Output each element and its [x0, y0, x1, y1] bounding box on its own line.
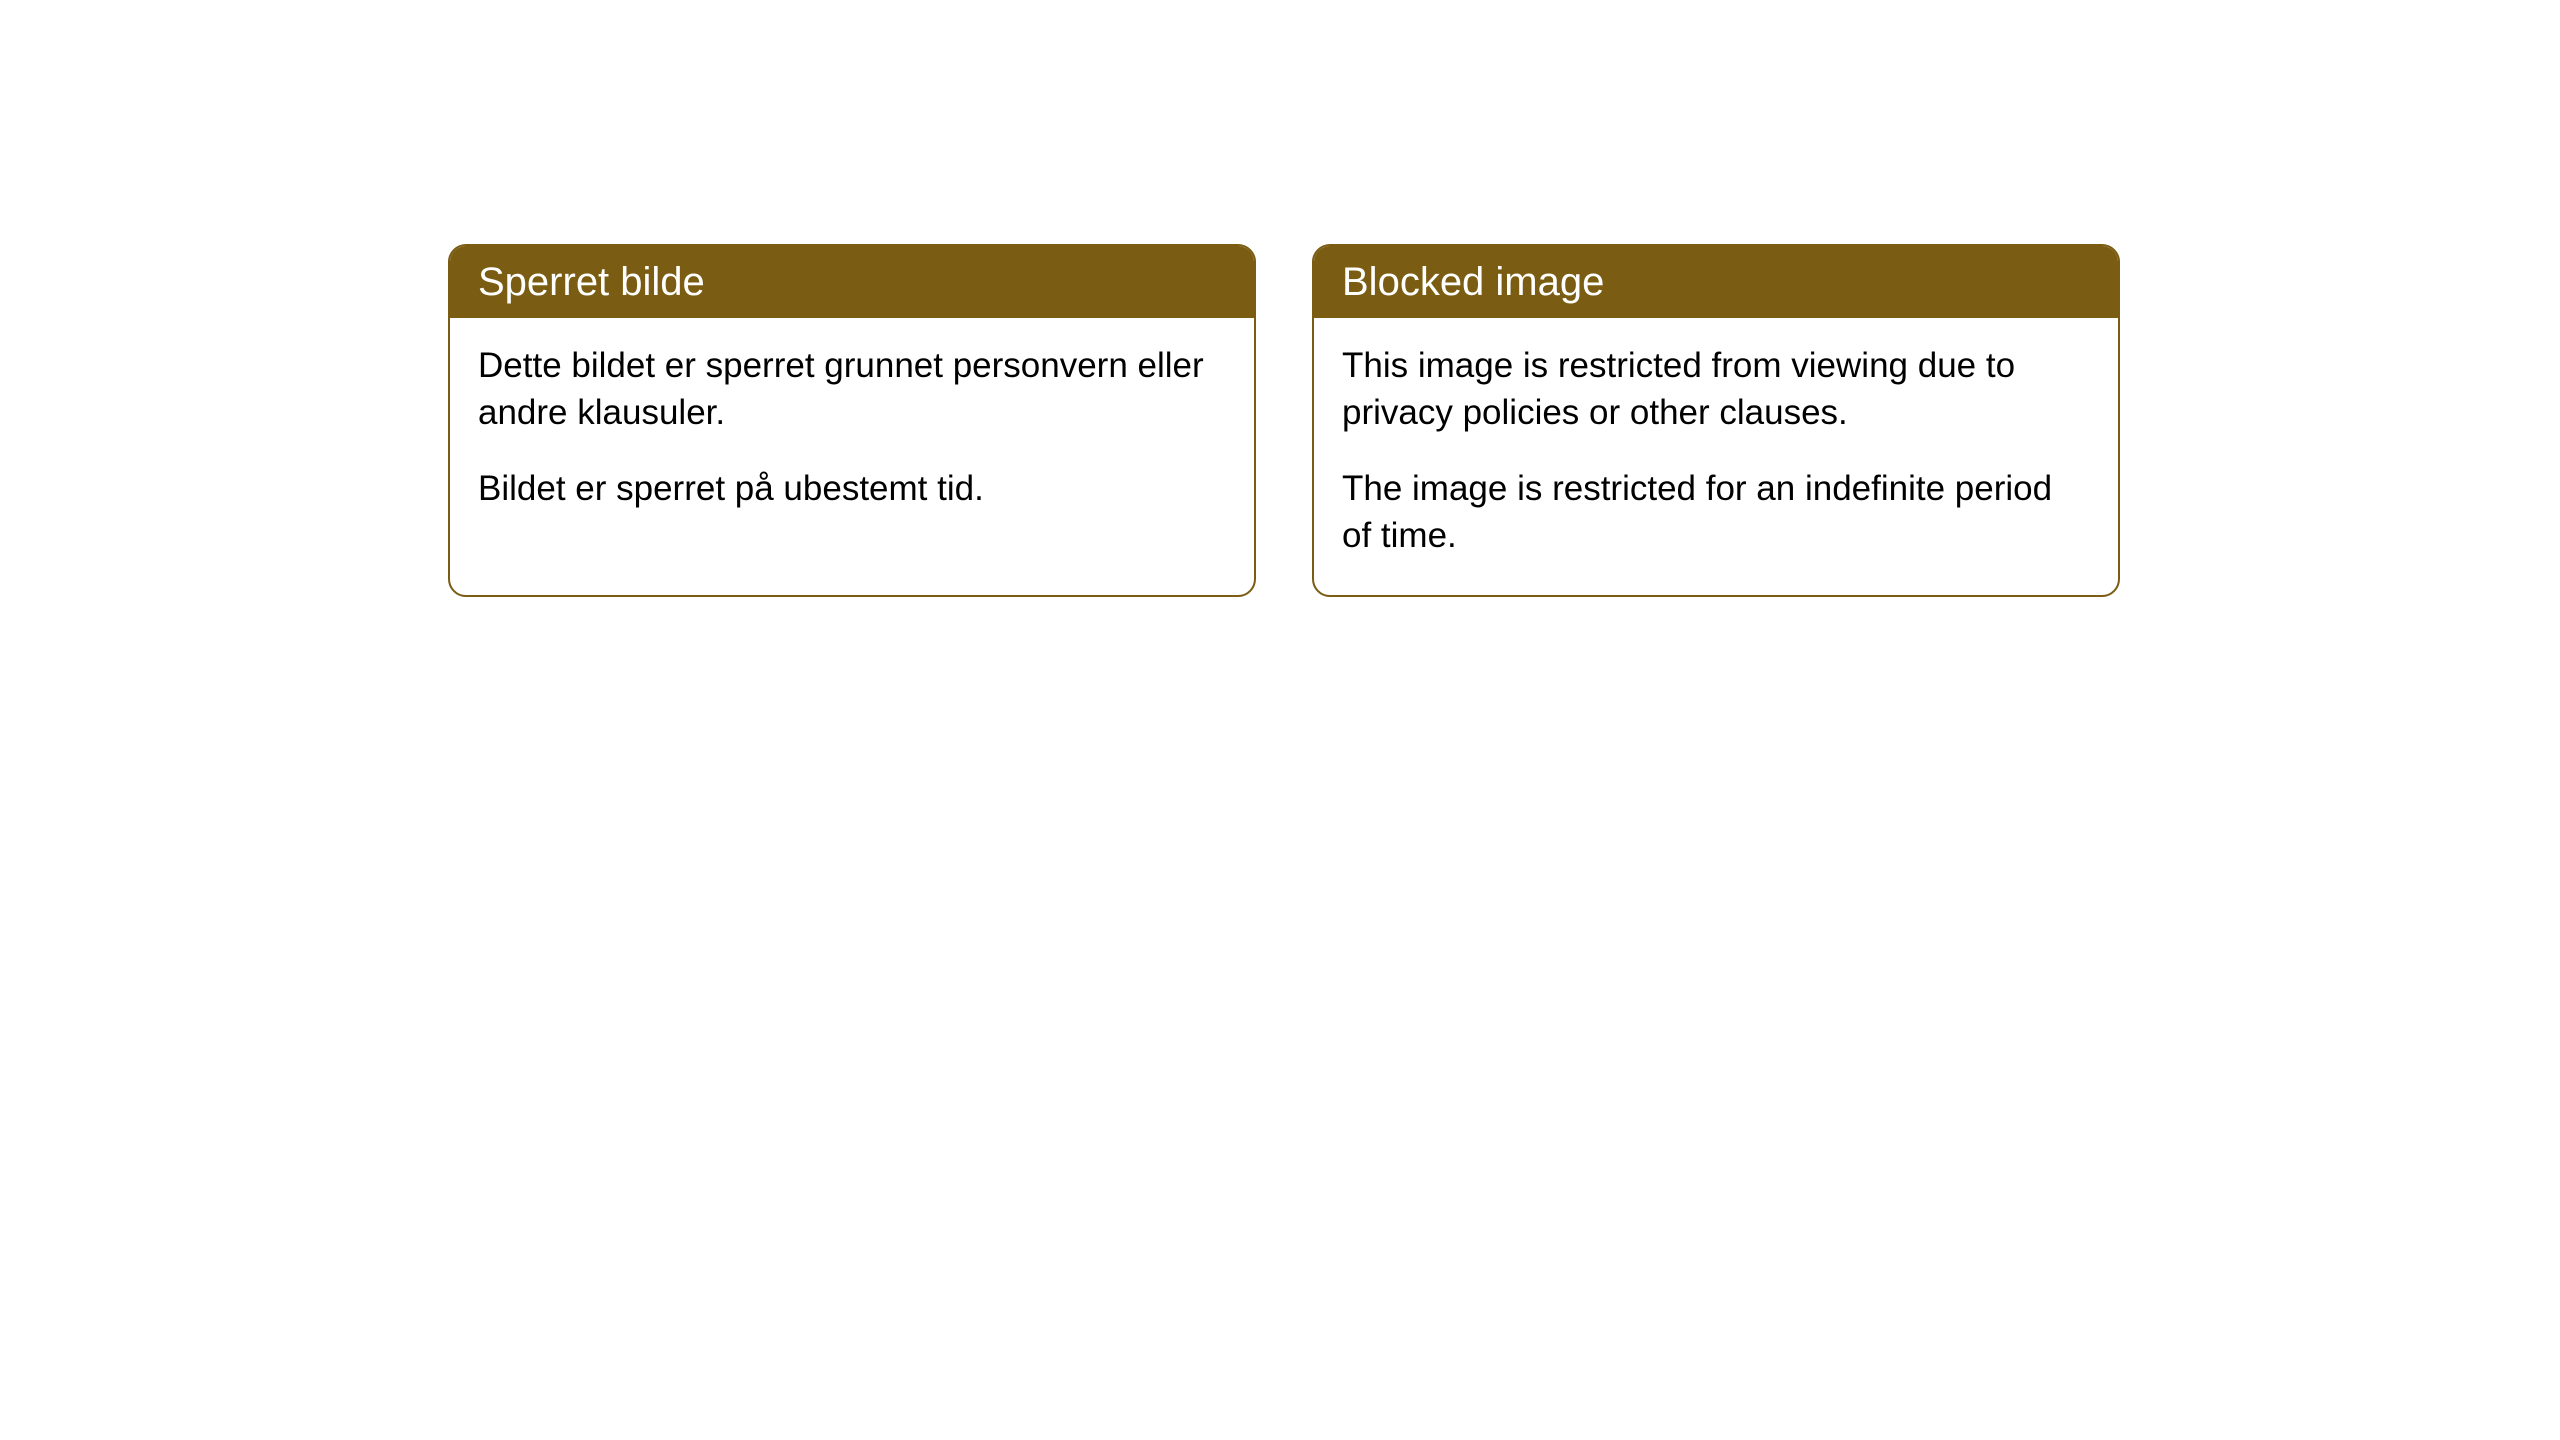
card-paragraph: Bildet er sperret på ubestemt tid. — [478, 465, 1226, 512]
card-body: Dette bildet er sperret grunnet personve… — [450, 318, 1254, 548]
card-body: This image is restricted from viewing du… — [1314, 318, 2118, 595]
card-paragraph: Dette bildet er sperret grunnet personve… — [478, 342, 1226, 437]
cards-container: Sperret bilde Dette bildet er sperret gr… — [448, 244, 2120, 597]
blocked-image-card-en: Blocked image This image is restricted f… — [1312, 244, 2120, 597]
card-title: Sperret bilde — [450, 246, 1254, 318]
blocked-image-card-no: Sperret bilde Dette bildet er sperret gr… — [448, 244, 1256, 597]
card-title: Blocked image — [1314, 246, 2118, 318]
card-paragraph: This image is restricted from viewing du… — [1342, 342, 2090, 437]
card-paragraph: The image is restricted for an indefinit… — [1342, 465, 2090, 560]
